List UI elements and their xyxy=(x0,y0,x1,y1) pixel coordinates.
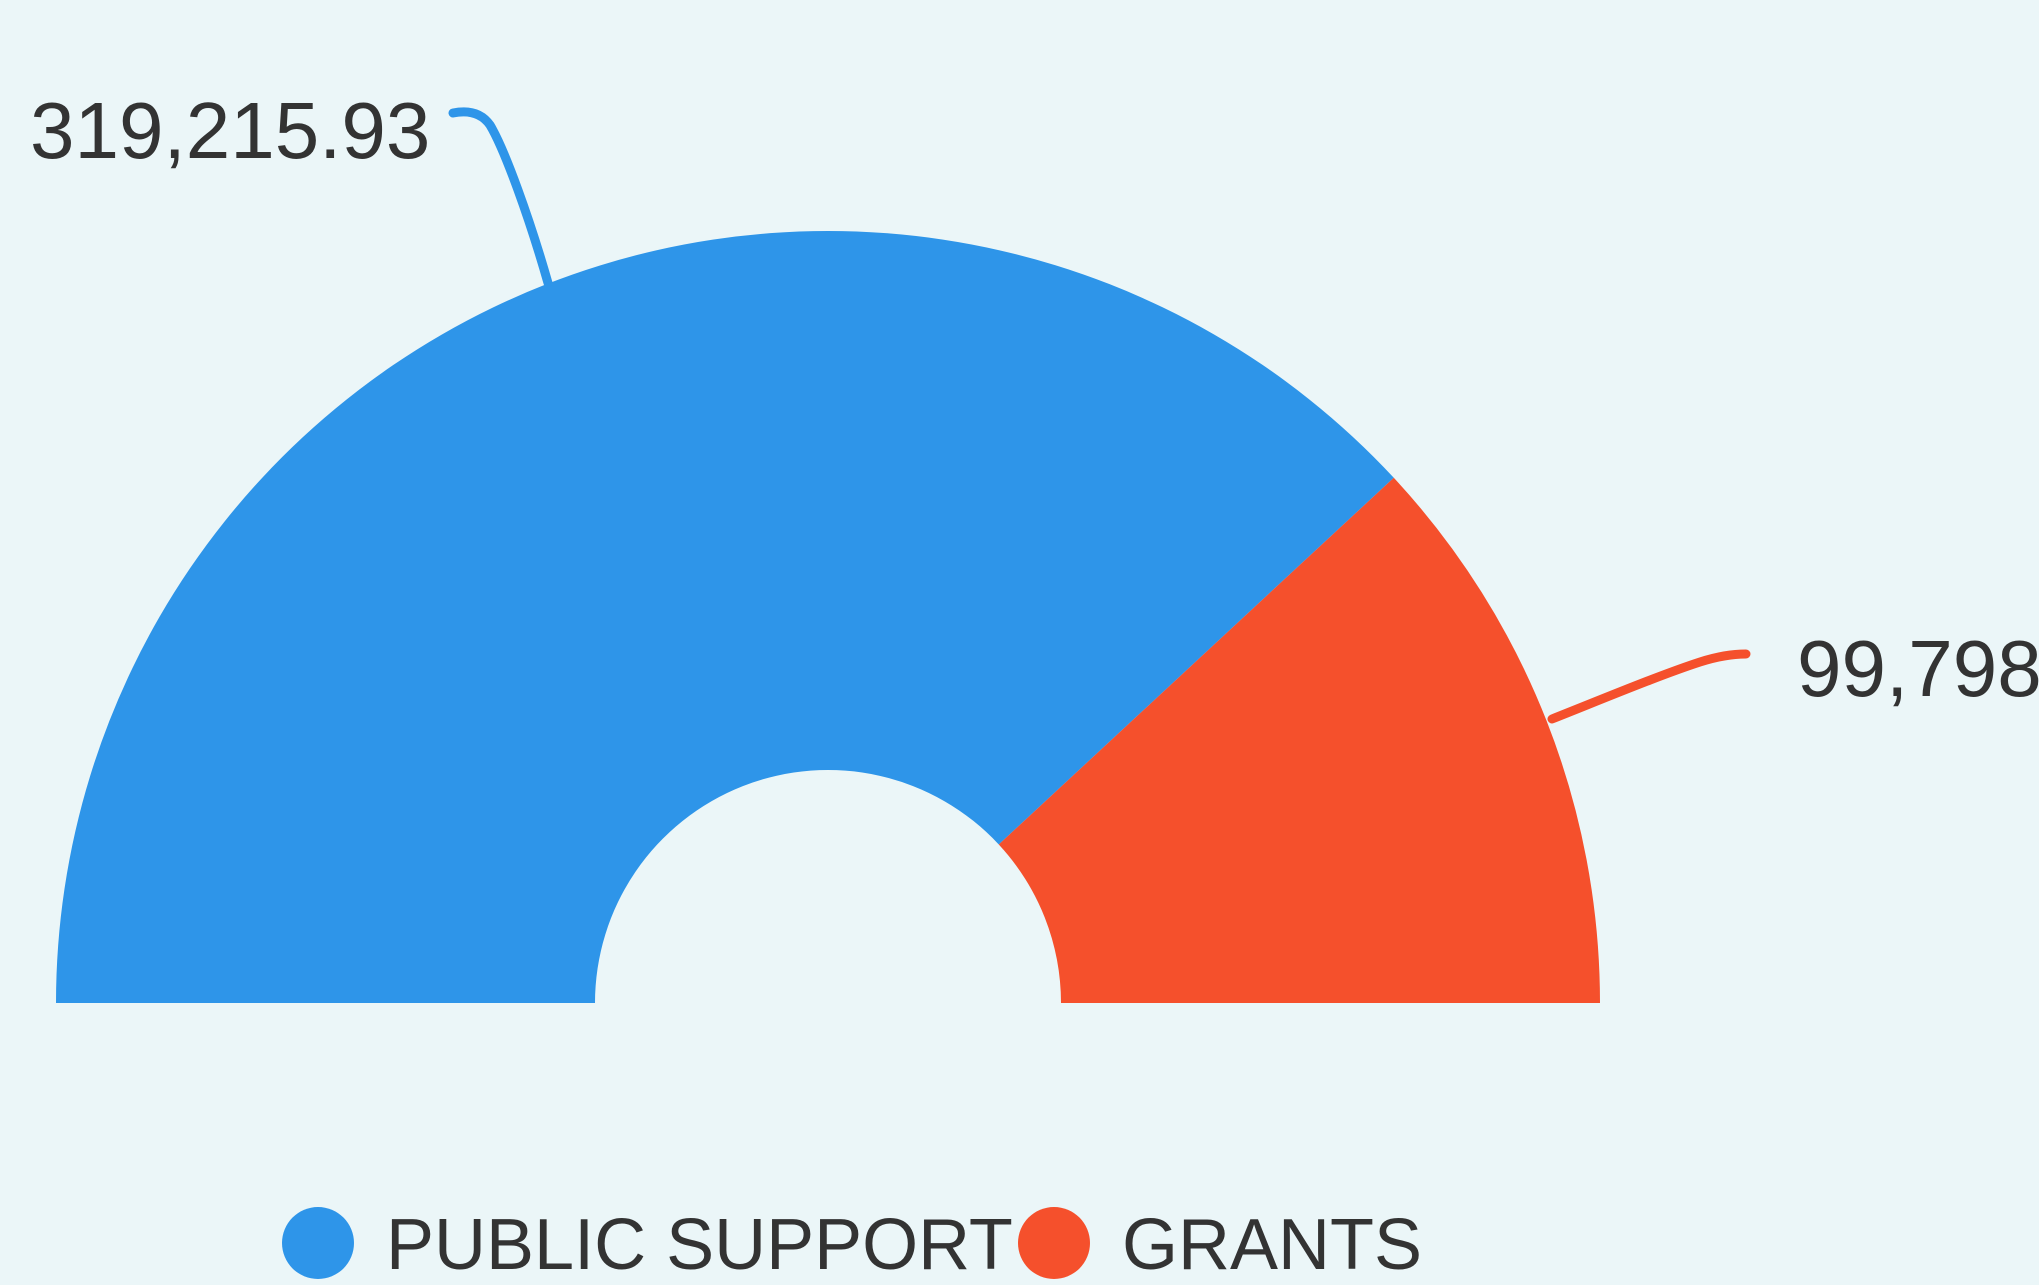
legend: PUBLIC SUPPORT GRANTS xyxy=(282,1205,1422,1285)
leader-line-grants xyxy=(1547,649,1751,724)
legend-swatch-public-support xyxy=(282,1207,354,1279)
leader-line-public-support xyxy=(448,107,553,288)
data-labels-layer: 319,215.93 99,798. xyxy=(30,86,2039,713)
data-label-public-support: 319,215.93 xyxy=(30,86,430,175)
legend-label-public-support: PUBLIC SUPPORT xyxy=(386,1205,1013,1285)
slice-grants[interactable] xyxy=(998,477,1600,1003)
legend-item-grants[interactable]: GRANTS xyxy=(1018,1205,1422,1285)
legend-item-public-support[interactable]: PUBLIC SUPPORT xyxy=(282,1205,1013,1285)
legend-label-grants: GRANTS xyxy=(1122,1205,1422,1285)
slice-public-support[interactable] xyxy=(56,230,1394,1003)
data-label-grants: 99,798. xyxy=(1797,624,2039,713)
leader-lines-layer xyxy=(448,107,1751,724)
legend-swatch-grants xyxy=(1018,1207,1090,1279)
slices-layer xyxy=(56,230,1600,1003)
